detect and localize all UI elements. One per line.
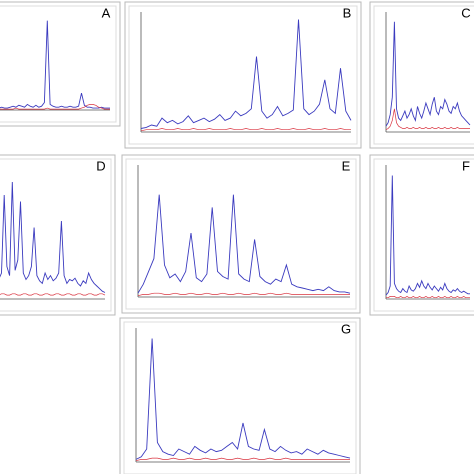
panel-inner [373, 5, 474, 145]
panel: C [369, 1, 474, 149]
panel-label: D [96, 158, 105, 173]
panel-inner [0, 5, 117, 123]
chromatogram-line [137, 292, 350, 297]
panel-label: B [343, 5, 352, 20]
panel: G [119, 317, 361, 474]
panel: A [0, 1, 121, 127]
chromatogram-line [385, 108, 470, 131]
chromatogram-line [385, 21, 471, 127]
chromatogram-line [0, 104, 110, 110]
panel-inner [123, 321, 357, 474]
panel-label: C [461, 5, 470, 20]
chromatogram-line [140, 128, 351, 132]
chromatogram-line [135, 338, 351, 460]
chromatogram-line [386, 295, 470, 299]
panel-inner [373, 158, 474, 312]
panel-inner [125, 158, 357, 310]
chromatogram-line [0, 293, 106, 296]
chromatogram-line [135, 457, 350, 462]
chromatogram-line [0, 181, 106, 293]
panel-label: A [102, 5, 111, 20]
panel-label: E [342, 158, 351, 173]
panel-label: F [462, 158, 470, 173]
panel-inner [128, 5, 358, 145]
chromatogram-line [385, 175, 470, 296]
panel: F [369, 154, 474, 316]
panel-inner [0, 158, 112, 312]
panel: E [121, 154, 361, 314]
panel: D [0, 154, 116, 316]
panel: B [124, 1, 362, 149]
chromatogram-line [0, 20, 110, 109]
panel-label: G [341, 321, 351, 336]
chromatogram-line [140, 19, 352, 129]
chromatogram-line [137, 194, 351, 294]
